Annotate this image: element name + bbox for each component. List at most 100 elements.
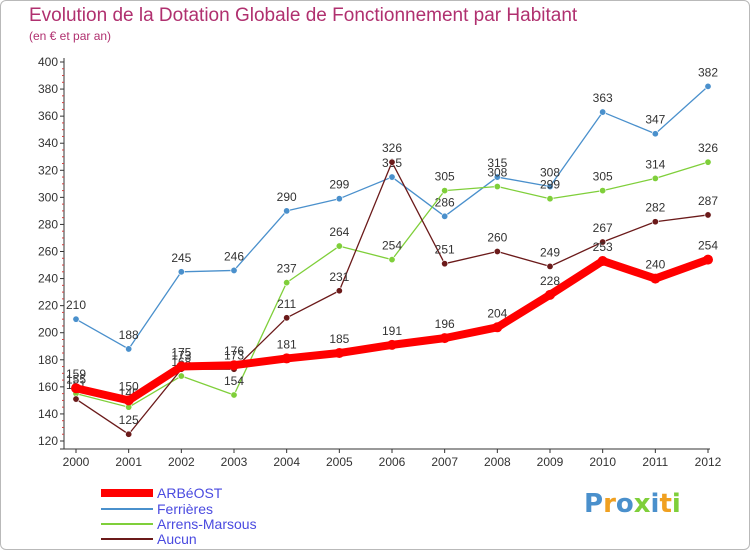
data-label-aucun: 125 bbox=[119, 413, 139, 427]
data-label-ferrieres: 363 bbox=[593, 91, 613, 105]
data-label-ferrieres: 382 bbox=[698, 65, 718, 79]
data-label-arbeost: 240 bbox=[645, 258, 665, 272]
logo-letter: o bbox=[615, 489, 634, 519]
x-tick-label: 2010 bbox=[589, 455, 616, 469]
legend-item-ferrieres: Ferrières bbox=[101, 501, 213, 517]
y-tick-label: 180 bbox=[38, 353, 58, 367]
data-label-aucun: 260 bbox=[487, 231, 507, 245]
data-point-aucun bbox=[493, 248, 501, 256]
data-label-aucun: 326 bbox=[382, 141, 402, 155]
x-tick-label: 2005 bbox=[326, 455, 353, 469]
legend-label-aucun: Aucun bbox=[157, 531, 197, 547]
data-label-arbeost: 228 bbox=[540, 274, 560, 288]
x-tick-label: 2012 bbox=[695, 455, 722, 469]
logo-letter: i bbox=[671, 489, 681, 519]
y-tick-label: 120 bbox=[38, 434, 58, 448]
legend-label-arbeost: ARBéOST bbox=[157, 485, 223, 501]
data-label-arbeost: 185 bbox=[329, 332, 349, 346]
data-label-arbeost: 253 bbox=[593, 240, 613, 254]
data-point-aucun bbox=[125, 430, 133, 438]
data-point-aucun bbox=[283, 314, 291, 322]
data-point-ferrieres bbox=[441, 212, 449, 220]
data-label-aucun: 251 bbox=[435, 243, 455, 257]
data-point-ferrieres bbox=[72, 315, 80, 323]
series-line-ferrieres bbox=[75, 85, 709, 350]
legend-label-arrens-marsous: Arrens-Marsous bbox=[157, 516, 257, 532]
x-tick-label: 2008 bbox=[484, 455, 511, 469]
legend-swatch-arbeost bbox=[101, 489, 153, 497]
data-point-aucun bbox=[599, 238, 607, 246]
data-label-arrens-marsous: 308 bbox=[487, 166, 507, 180]
data-label-arbeost: 176 bbox=[224, 344, 244, 358]
y-tick-label: 380 bbox=[38, 82, 58, 96]
logo-letter: i bbox=[650, 489, 660, 519]
data-label-ferrieres: 286 bbox=[435, 195, 455, 209]
data-label-arrens-marsous: 264 bbox=[329, 225, 349, 239]
data-label-arrens-marsous: 326 bbox=[698, 141, 718, 155]
data-point-arrens-marsous bbox=[335, 242, 343, 250]
data-point-aucun bbox=[388, 158, 396, 166]
x-tick-label: 2009 bbox=[537, 455, 564, 469]
chart-subtitle: (en € et par an) bbox=[29, 29, 112, 43]
x-tick-label: 2001 bbox=[115, 455, 142, 469]
x-tick-label: 2002 bbox=[168, 455, 195, 469]
y-tick-label: 260 bbox=[38, 245, 58, 259]
y-tick-label: 140 bbox=[38, 407, 58, 421]
data-point-ferrieres bbox=[125, 345, 133, 353]
data-label-arrens-marsous: 254 bbox=[382, 239, 402, 253]
data-point-arbeost bbox=[703, 254, 713, 265]
data-point-arbeost bbox=[387, 339, 397, 350]
data-point-arbeost bbox=[650, 273, 661, 284]
y-tick-label: 340 bbox=[38, 136, 58, 150]
data-label-ferrieres: 245 bbox=[171, 251, 191, 265]
data-point-aucun bbox=[335, 287, 343, 295]
data-label-aucun: 173 bbox=[171, 348, 191, 362]
data-label-arrens-marsous: 314 bbox=[645, 157, 665, 171]
data-point-arrens-marsous bbox=[177, 372, 185, 380]
logo-letter: P bbox=[584, 489, 604, 519]
y-tick-label: 280 bbox=[38, 217, 58, 231]
data-point-arbeost bbox=[123, 395, 134, 406]
x-tick-label: 2000 bbox=[63, 455, 90, 469]
data-label-ferrieres: 315 bbox=[487, 156, 507, 170]
data-point-ferrieres bbox=[546, 183, 554, 191]
x-tick-label: 2006 bbox=[379, 455, 406, 469]
data-point-aucun bbox=[546, 262, 554, 270]
legend-label-ferrieres: Ferrières bbox=[157, 501, 214, 517]
data-label-arbeost: 159 bbox=[66, 367, 86, 381]
data-point-arbeost bbox=[492, 322, 503, 333]
data-point-arrens-marsous bbox=[493, 183, 501, 191]
data-point-arbeost bbox=[281, 353, 292, 364]
y-tick-label: 320 bbox=[38, 163, 58, 177]
data-point-ferrieres bbox=[493, 173, 501, 181]
data-point-ferrieres bbox=[335, 195, 343, 203]
legend-item-arbeost: ARBéOST bbox=[101, 485, 222, 501]
data-label-arbeost: 175 bbox=[171, 346, 191, 360]
legend-item-aucun: Aucun bbox=[101, 531, 197, 547]
x-tick-label: 2004 bbox=[273, 455, 300, 469]
data-point-arrens-marsous bbox=[388, 256, 396, 264]
data-label-arrens-marsous: 155 bbox=[66, 373, 86, 387]
data-point-arrens-marsous bbox=[546, 195, 554, 203]
data-point-aucun bbox=[72, 395, 80, 403]
data-point-arrens-marsous bbox=[283, 279, 291, 287]
logo-letter: x bbox=[633, 489, 651, 519]
legend-item-arrens-marsous: Arrens-Marsous bbox=[101, 516, 257, 532]
y-tick-label: 200 bbox=[38, 326, 58, 340]
data-label-aucun: 282 bbox=[645, 201, 665, 215]
y-tick-label: 220 bbox=[38, 299, 58, 313]
data-point-ferrieres bbox=[599, 108, 607, 116]
data-point-ferrieres bbox=[230, 266, 238, 274]
y-tick-label: 360 bbox=[38, 109, 58, 123]
data-point-ferrieres bbox=[651, 130, 659, 138]
data-point-arrens-marsous bbox=[704, 158, 712, 166]
data-label-ferrieres: 246 bbox=[224, 249, 244, 263]
data-point-aucun bbox=[441, 260, 449, 268]
data-label-arrens-marsous: 305 bbox=[593, 170, 613, 184]
data-point-arrens-marsous bbox=[230, 391, 238, 399]
data-label-ferrieres: 290 bbox=[277, 190, 297, 204]
data-point-arbeost bbox=[545, 289, 555, 300]
data-point-arrens-marsous bbox=[441, 187, 449, 195]
